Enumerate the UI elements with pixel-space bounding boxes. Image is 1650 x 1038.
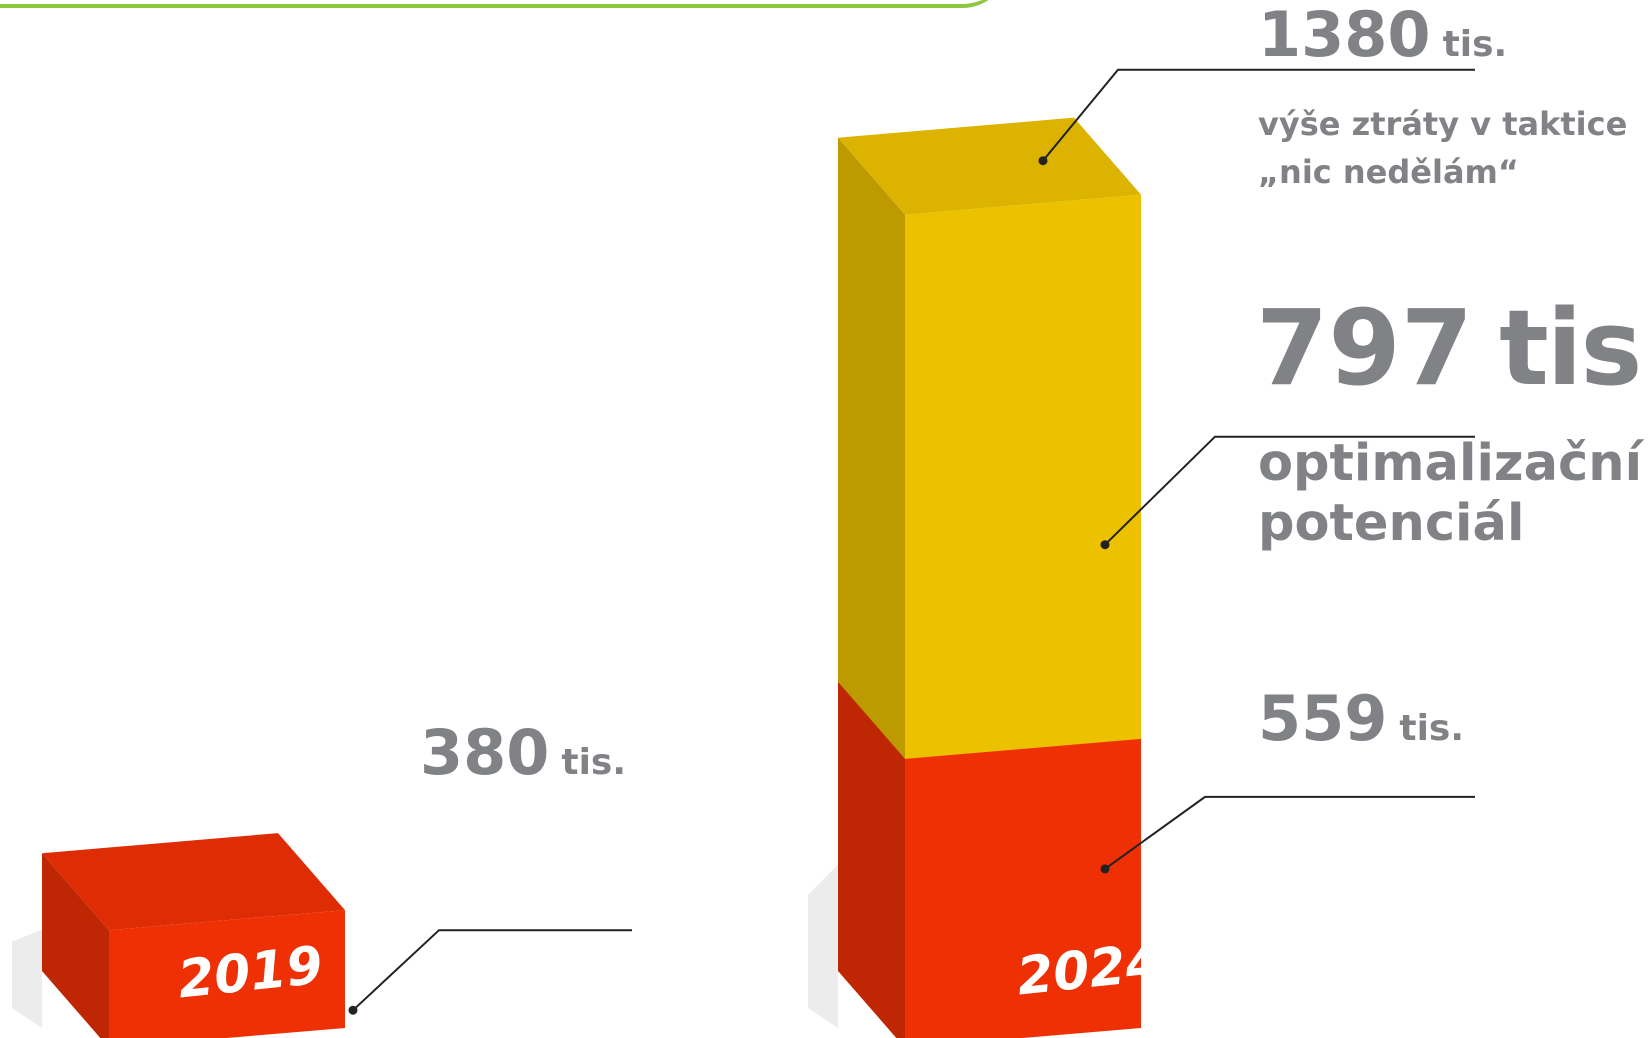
bar-2019-top (42, 833, 345, 931)
bar-2019-shadow (12, 929, 42, 1028)
potential-description-line2: potenciál (1258, 494, 1525, 553)
leader-2019 (352, 929, 632, 1011)
leader-2024-total-dot (1038, 156, 1048, 166)
value-2024-label: 559 tis. (1258, 682, 1464, 755)
leader-2024-potential (1104, 435, 1475, 546)
leader-2024-potential-dot (1100, 540, 1110, 550)
bar-2024-shadow (808, 864, 838, 1028)
bar-2019-front (109, 910, 345, 1038)
bar-2024-potential-top (838, 117, 1141, 215)
bar-2024-potential-side (838, 137, 905, 759)
total-loss-description-line1: výše ztráty v taktice (1258, 105, 1628, 143)
potential-description: optimalizační potenciál (1258, 434, 1648, 554)
bar-2024-base-side (838, 666, 905, 1038)
bar-2024-potential-front (905, 194, 1141, 759)
potential-description-line1: optimalizační (1258, 434, 1643, 493)
value-2019-label: 380 tis. (420, 716, 626, 789)
total-loss-description-line2: „nic nedělám“ (1258, 153, 1519, 191)
leader-2024-total (1042, 68, 1475, 162)
leader-2024-base (1104, 795, 1475, 870)
leader-2024-base-dot (1100, 864, 1110, 874)
bar-2024-base-front (905, 723, 1141, 1038)
total-loss-value-label: 1380 tis. (1258, 0, 1508, 71)
top-accent-line (0, 0, 1010, 8)
bar-2019-side (42, 853, 109, 1038)
leader-2019-dot (348, 1005, 358, 1015)
total-loss-description: výše ztráty v taktice „nic nedělám“ (1258, 100, 1638, 196)
